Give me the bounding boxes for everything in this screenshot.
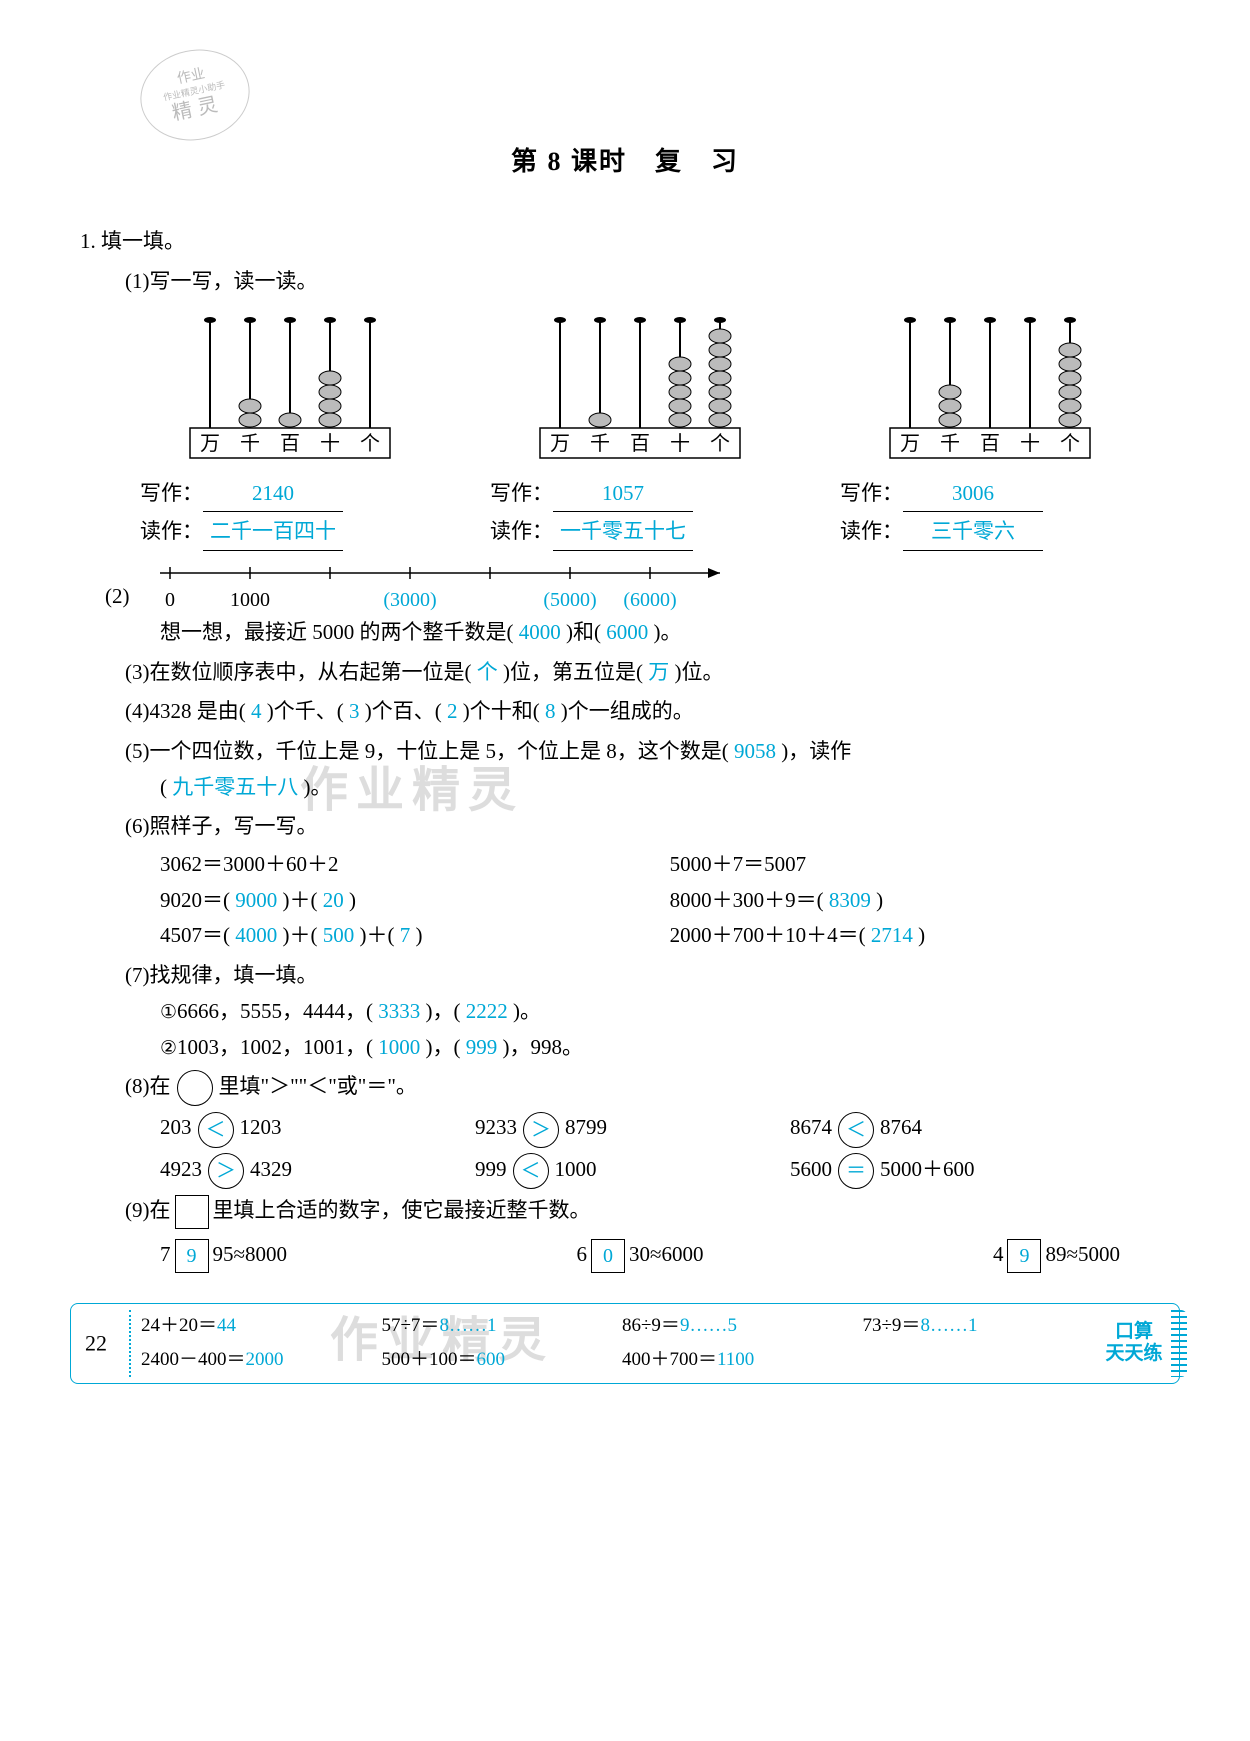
abacus-read: 读作：二千一百四十	[140, 514, 440, 551]
p6-grid: 3062＝3000＋60＋29020＝( 9000 )＋( 20 )4507＝(…	[160, 847, 1140, 954]
svg-text:个: 个	[710, 432, 730, 455]
abacus-read: 读作：一千零五十七	[490, 514, 790, 551]
nline-tick-label: (5000)	[543, 583, 596, 617]
footer-eq: 24＋20＝44	[141, 1310, 368, 1342]
svg-text:千: 千	[240, 432, 260, 455]
footer-eq: 500＋100＝600	[382, 1344, 609, 1376]
p9-label: (9)在.里填上合适的数字，使它最接近整千数。	[125, 1193, 1180, 1229]
p2-prefix: (2)	[105, 579, 130, 615]
p5-line2: ( 九千零五十八 )。	[160, 770, 1180, 806]
cmp-item: 9233＞8799	[475, 1110, 775, 1147]
svg-text:万: 万	[900, 433, 920, 455]
nline-tick-label: (3000)	[383, 583, 436, 617]
footer-equations: 24＋20＝44 57÷7＝8……1 86÷9＝9……5 73÷9＝8……1 2400－…	[141, 1310, 1089, 1377]
cmp-row: 4923＞4329 999＜1000 5600＝5000＋600	[160, 1152, 1090, 1189]
cmp-row: 203＜1203 9233＞8799 8674＜8764	[160, 1110, 1090, 1147]
abacus-read: 读作：三千零六	[840, 514, 1140, 551]
footer-eq: 57÷7＝8……1	[382, 1310, 609, 1342]
p9-item: 7995≈8000	[160, 1237, 287, 1273]
p5-line1: (5)一个四位数，千位上是 9，十位上是 5，个位上是 8，这个数是( 9058…	[125, 734, 1180, 770]
p6-label: (6)照样子，写一写。	[125, 809, 1180, 845]
footer-eq: 400＋700＝1100	[622, 1344, 849, 1376]
p7-l1: ①6666，5555，4444，( 3333 )，( 2222 )。	[160, 994, 1180, 1030]
abacus-block: 万千百十个写作：3006读作：三千零六	[840, 310, 1140, 551]
nline-tick-label: 0	[165, 583, 175, 617]
abaci-row: 万千百十个写作：2140读作：二千一百四十万千百十个写作：1057读作：一千零五…	[140, 310, 1140, 551]
svg-text:千: 千	[590, 432, 610, 455]
cmp-item: 8674＜8764	[790, 1110, 1090, 1147]
lesson-title: 第 8 课时 复 习	[70, 140, 1180, 184]
svg-text:个: 个	[360, 432, 380, 455]
q1-label: 1. 填一填。	[80, 224, 1180, 260]
footer-eq: 73÷9＝8……1	[863, 1310, 1090, 1342]
svg-text:十: 十	[1020, 432, 1040, 455]
p2-text: 想一想，最接近 5000 的两个整千数是( 4000 )和( 6000 )。	[160, 615, 1180, 651]
footer-sep	[129, 1310, 131, 1377]
abacus-write: 写作：2140	[140, 476, 440, 513]
p6-line: 8000＋300＋9＝( 8309 )	[670, 883, 1140, 919]
cmp-item: 5600＝5000＋600	[790, 1152, 1090, 1189]
svg-text:个: 个	[1060, 432, 1080, 455]
p6-line: 3062＝3000＋60＋2	[160, 847, 630, 883]
nline-tick-label: 1000	[230, 583, 270, 617]
svg-text:百: 百	[980, 433, 1000, 455]
cmp-item: 999＜1000	[475, 1152, 775, 1189]
svg-text:百: 百	[280, 433, 300, 455]
p7-l2: ②1003，1002，1001，( 1000 )，( 999 )，998。	[160, 1030, 1180, 1066]
p6-line: 2000＋700＋10＋4＝( 2714 )	[670, 918, 1140, 954]
abacus-write: 写作：3006	[840, 476, 1140, 513]
svg-text:十: 十	[320, 432, 340, 455]
p6-line: 5000＋7＝5007	[670, 847, 1140, 883]
p3: (3)在数位顺序表中，从右起第一位是( 个 )位，第五位是( 万 )位。	[125, 655, 1180, 691]
stamp-watermark: 作业 作业精灵小助手 精灵	[132, 40, 258, 151]
svg-text:万: 万	[200, 433, 220, 455]
abacus-block: 万千百十个写作：1057读作：一千零五十七	[490, 310, 790, 551]
p1-label: (1)写一写，读一读。	[125, 264, 1180, 300]
p4: (4)4328 是由( 4 )个千、( 3 )个百、( 2 )个十和( 8 )个…	[125, 694, 1180, 730]
footer-label: 口算 天天练	[1099, 1321, 1169, 1367]
footer-eq: 86÷9＝9……5	[622, 1310, 849, 1342]
p6-line: 4507＝( 4000 )＋( 500 )＋( 7 )	[160, 918, 630, 954]
nline-tick-label: (6000)	[623, 583, 676, 617]
svg-text:百: 百	[630, 433, 650, 455]
svg-text:万: 万	[550, 433, 570, 455]
footer-eq	[863, 1344, 1090, 1376]
page-number: 22	[85, 1325, 107, 1362]
footer-eq: 2400－400＝2000	[141, 1344, 368, 1376]
number-line: (2) 01000(3000)(5000)(6000)	[160, 561, 1180, 611]
cmp-item: 203＜1203	[160, 1110, 460, 1147]
abacus-block: 万千百十个写作：2140读作：二千一百四十	[140, 310, 440, 551]
footer-tab-icon	[1171, 1310, 1187, 1377]
p9-row: 7995≈8000 6030≈6000 4989≈5000	[160, 1237, 1120, 1273]
footer-box: 22 24＋20＝4457÷7＝8……186÷9＝9……573÷9＝8……124…	[70, 1303, 1180, 1384]
abacus-write: 写作：1057	[490, 476, 790, 513]
p9-item: 4989≈5000	[993, 1237, 1120, 1273]
p6-line: 9020＝( 9000 )＋( 20 )	[160, 883, 630, 919]
p7-label: (7)找规律，填一填。	[125, 958, 1180, 994]
cmp-item: 4923＞4329	[160, 1152, 460, 1189]
p8-label: (8)在.里填"＞""＜"或"＝"。	[125, 1069, 1180, 1106]
svg-text:十: 十	[670, 432, 690, 455]
svg-text:千: 千	[940, 432, 960, 455]
p9-item: 6030≈6000	[576, 1237, 703, 1273]
